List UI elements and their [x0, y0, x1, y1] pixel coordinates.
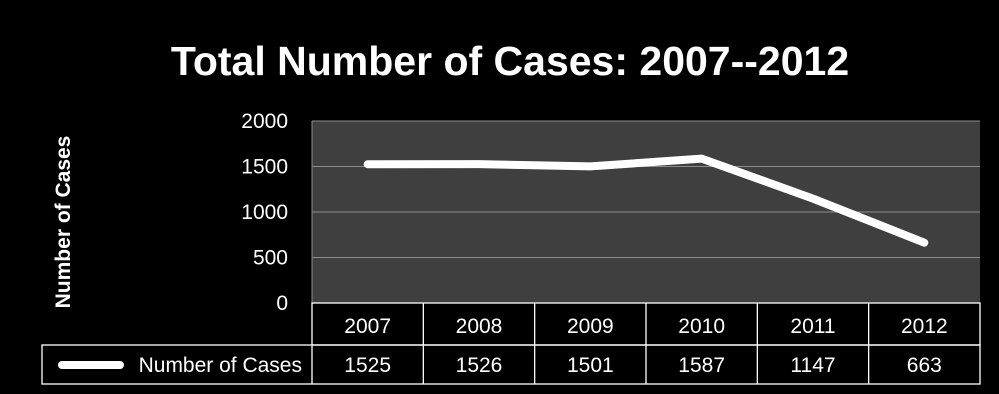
x-tick-label: 2007 [344, 315, 391, 338]
data-point [922, 241, 926, 245]
data-table-value-row [41, 344, 981, 385]
y-axis-label: Number of Cases [52, 136, 75, 309]
data-point [700, 157, 704, 161]
data-point [366, 162, 370, 166]
x-tick-label: 2012 [901, 315, 948, 338]
data-table-value: 1525 [344, 354, 391, 377]
y-tick-label: 0 [276, 292, 288, 315]
data-table-value: 1147 [790, 354, 835, 377]
y-tick-label: 500 [253, 247, 288, 270]
x-tick-label: 2008 [456, 315, 503, 338]
data-point [811, 197, 815, 201]
y-tick-label: 1000 [241, 201, 288, 224]
series-line [363, 154, 929, 247]
data-table-value: 1501 [567, 354, 614, 377]
x-tick-label: 2009 [567, 315, 614, 338]
chart-title: Total Number of Cases: 2007--2012 [171, 38, 849, 84]
y-tick-label: 1500 [241, 156, 288, 179]
x-tick-label: 2011 [790, 315, 835, 338]
data-table-value: 1526 [456, 354, 503, 377]
data-point [588, 164, 592, 168]
data-table-value: 1587 [678, 354, 725, 377]
y-tick-label: 2000 [241, 110, 288, 133]
data-point [477, 162, 481, 166]
legend-series-name: Number of Cases [139, 354, 302, 377]
x-tick-label: 2010 [678, 315, 725, 338]
data-table-value: 663 [907, 354, 942, 377]
